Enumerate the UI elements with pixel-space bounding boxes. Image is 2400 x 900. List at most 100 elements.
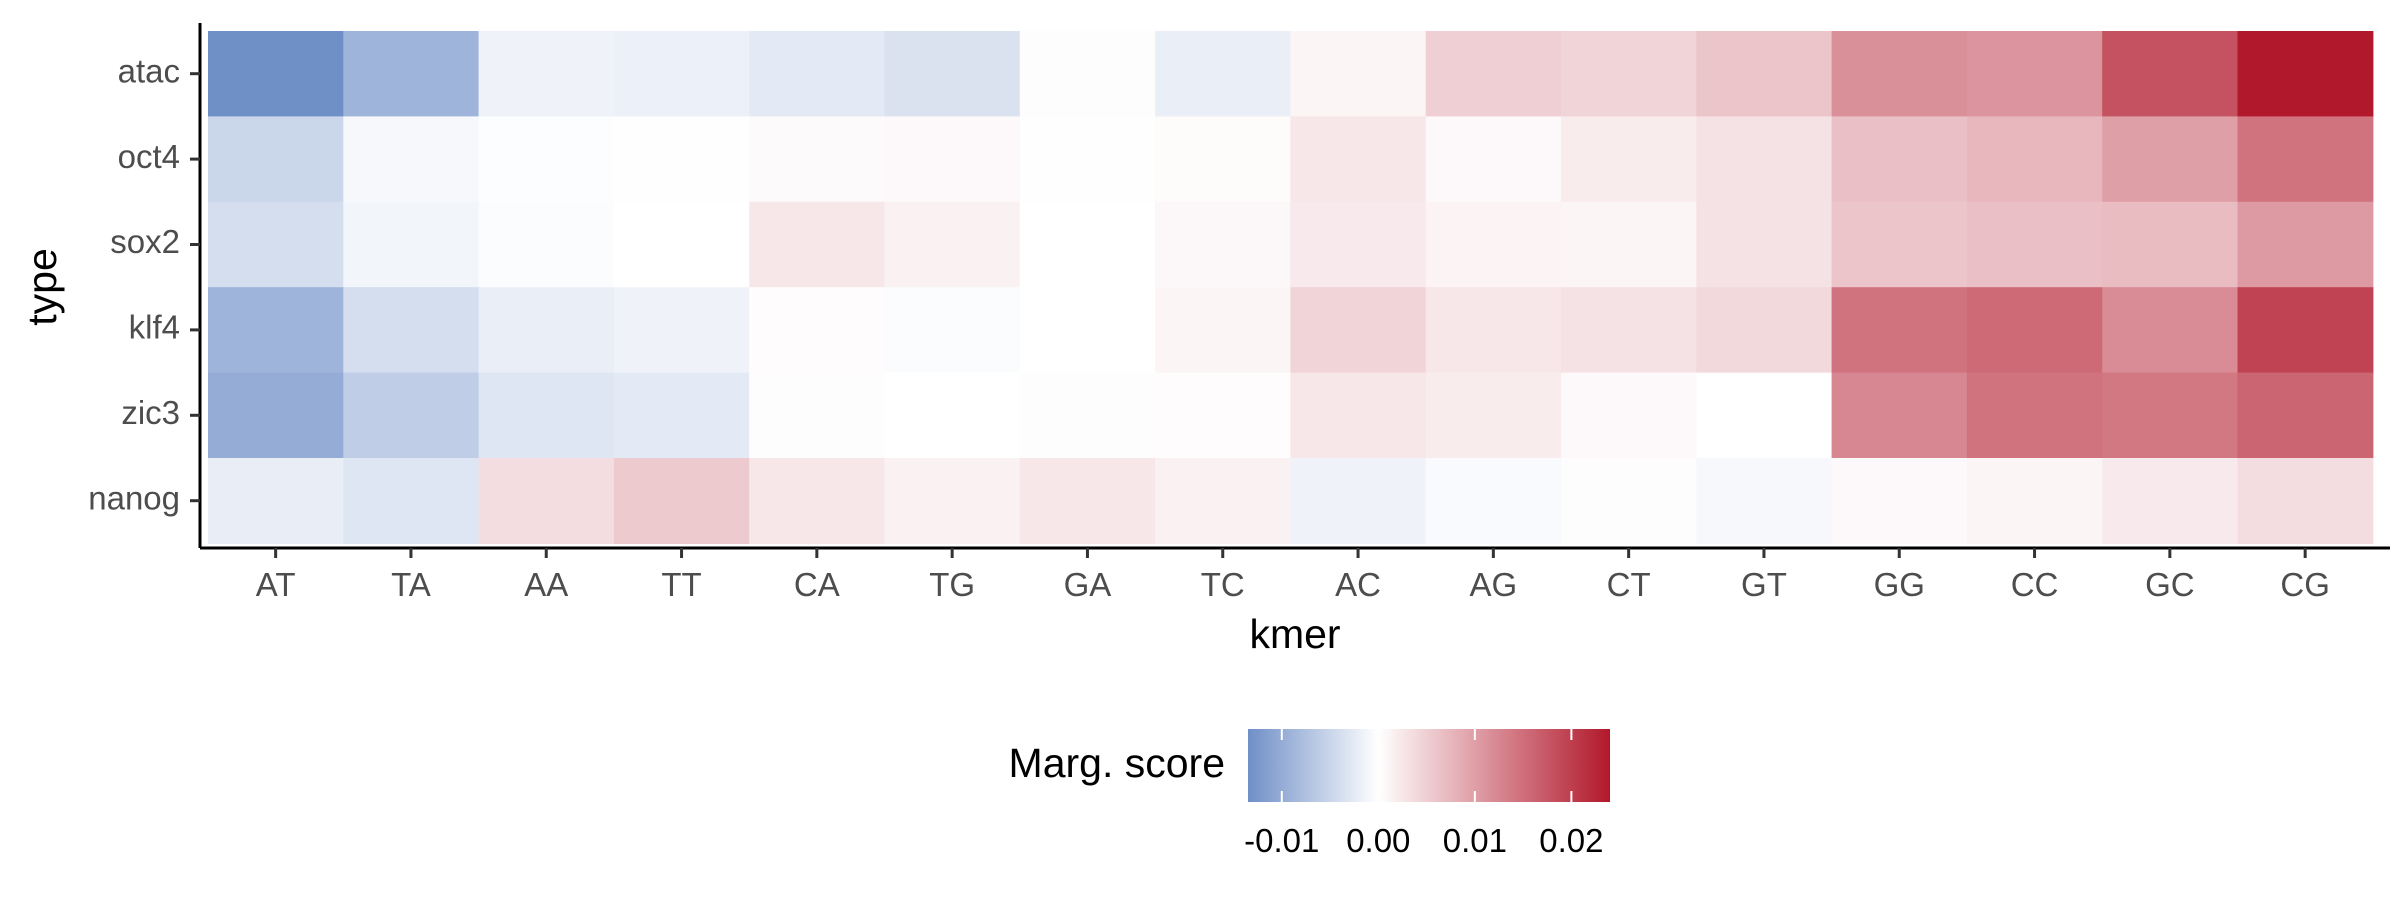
heatmap-cell-sox2-AA <box>478 201 615 288</box>
heatmap-cell-oct4-GA <box>1019 116 1156 203</box>
heatmap-cell-oct4-AT <box>208 116 344 203</box>
x-axis-title: kmer <box>1249 611 1340 657</box>
heatmap-cell-atac-TA <box>343 31 480 117</box>
heatmap-cell-klf4-GC <box>2102 287 2239 374</box>
heatmap-cell-sox2-CC <box>1966 201 2103 288</box>
x-tick-label-AG: AG <box>1470 566 1518 603</box>
heatmap-cell-oct4-CT <box>1561 116 1697 203</box>
heatmap-cell-atac-CC <box>1966 31 2103 117</box>
heatmap-cell-atac-GG <box>1831 31 1968 117</box>
heatmap-cell-oct4-CG <box>2237 116 2374 203</box>
heatmap-cell-zic3-GC <box>2102 372 2239 459</box>
heatmap-cell-nanog-TA <box>343 458 480 544</box>
y-tick-label-zic3: zic3 <box>121 394 180 431</box>
heatmap-cell-zic3-GT <box>1696 372 1833 459</box>
y-ticks: atac oct4 sox2 klf4 zic3 nanog <box>88 52 200 516</box>
heatmap-cell-atac-AA <box>478 31 615 117</box>
heatmap-cell-nanog-TG <box>884 458 1021 544</box>
x-tick-label-CT: CT <box>1607 566 1651 603</box>
heatmap-cell-sox2-TC <box>1155 201 1291 288</box>
legend-tick-label: 0.01 <box>1443 822 1507 859</box>
color-legend: Marg. score -0.01 0.00 0.01 0.02 <box>1009 729 1610 859</box>
heatmap-cell-atac-AC <box>1290 31 1427 117</box>
x-tick-label-GC: GC <box>2145 566 2195 603</box>
heatmap-cell-sox2-GC <box>2102 201 2239 288</box>
heatmap-cell-sox2-CA <box>749 201 886 288</box>
heatmap-cell-oct4-GC <box>2102 116 2239 203</box>
legend-tick-label: -0.01 <box>1244 822 1319 859</box>
heatmap-cell-oct4-TC <box>1155 116 1291 203</box>
x-tick-label-CA: CA <box>794 566 840 603</box>
heatmap-cell-zic3-TG <box>884 372 1021 459</box>
heatmap-cell-nanog-AC <box>1290 458 1427 544</box>
heatmap-cell-klf4-AC <box>1290 287 1427 374</box>
heatmap-cell-zic3-CG <box>2237 372 2374 459</box>
heatmap-cell-zic3-GG <box>1831 372 1968 459</box>
heatmap-cells <box>208 31 2374 544</box>
heatmap-cell-klf4-AG <box>1425 287 1562 374</box>
heatmap-cell-sox2-TG <box>884 201 1021 288</box>
heatmap-cell-oct4-CC <box>1966 116 2103 203</box>
heatmap-cell-nanog-CA <box>749 458 886 544</box>
heatmap-cell-sox2-TT <box>613 201 750 288</box>
heatmap-cell-nanog-TT <box>613 458 750 544</box>
heatmap-cell-klf4-CG <box>2237 287 2374 374</box>
heatmap-cell-oct4-TA <box>343 116 480 203</box>
heatmap-cell-nanog-AT <box>208 458 344 544</box>
heatmap-cell-oct4-TT <box>613 116 750 203</box>
heatmap-cell-atac-GC <box>2102 31 2239 117</box>
x-tick-label-AC: AC <box>1335 566 1381 603</box>
heatmap-cell-zic3-AA <box>478 372 615 459</box>
x-tick-label-TA: TA <box>391 566 431 603</box>
heatmap-cell-atac-CA <box>749 31 886 117</box>
x-tick-label-TT: TT <box>661 566 701 603</box>
y-tick-label-sox2: sox2 <box>110 223 180 260</box>
heatmap-cell-atac-AG <box>1425 31 1562 117</box>
heatmap-cell-nanog-CG <box>2237 458 2374 544</box>
heatmap-cell-klf4-GT <box>1696 287 1833 374</box>
heatmap-cell-atac-GT <box>1696 31 1833 117</box>
heatmap-cell-nanog-AG <box>1425 458 1562 544</box>
heatmap-cell-zic3-AG <box>1425 372 1562 459</box>
heatmap-cell-zic3-AT <box>208 372 344 459</box>
legend-color-bar <box>1248 729 1610 802</box>
legend-title: Marg. score <box>1009 740 1225 786</box>
x-tick-label-GG: GG <box>1874 566 1925 603</box>
y-tick-label-oct4: oct4 <box>118 138 180 175</box>
heatmap-cell-atac-TG <box>884 31 1021 117</box>
y-tick-label-nanog: nanog <box>88 479 180 516</box>
heatmap-cell-klf4-TT <box>613 287 750 374</box>
heatmap-cell-sox2-GT <box>1696 201 1833 288</box>
heatmap-cell-nanog-GG <box>1831 458 1968 544</box>
y-tick-label-atac: atac <box>118 52 180 89</box>
heatmap-cell-oct4-CA <box>749 116 886 203</box>
heatmap-cell-sox2-CT <box>1561 201 1697 288</box>
heatmap-cell-sox2-TA <box>343 201 480 288</box>
heatmap-cell-atac-TT <box>613 31 750 117</box>
heatmap-cell-nanog-AA <box>478 458 615 544</box>
heatmap-cell-oct4-AC <box>1290 116 1427 203</box>
y-tick-label-klf4: klf4 <box>129 309 180 346</box>
heatmap-cell-oct4-GG <box>1831 116 1968 203</box>
heatmap-cell-oct4-TG <box>884 116 1021 203</box>
heatmap-cell-nanog-GC <box>2102 458 2239 544</box>
x-tick-label-AT: AT <box>256 566 296 603</box>
heatmap-cell-nanog-GA <box>1019 458 1156 544</box>
heatmap-cell-sox2-GA <box>1019 201 1156 288</box>
heatmap-cell-oct4-AA <box>478 116 615 203</box>
x-tick-label-AA: AA <box>524 566 568 603</box>
heatmap-cell-atac-TC <box>1155 31 1291 117</box>
x-ticks: AT TA AA TT CA TG GA TC AC AG CT GT GG CC GC CG <box>256 548 2330 603</box>
y-axis-title: type <box>19 248 65 326</box>
heatmap-cell-klf4-CT <box>1561 287 1697 374</box>
heatmap-cell-klf4-TA <box>343 287 480 374</box>
heatmap-cell-sox2-AG <box>1425 201 1562 288</box>
heatmap-cell-zic3-CT <box>1561 372 1697 459</box>
heatmap-cell-klf4-CC <box>1966 287 2103 374</box>
legend-tick-label: 0.00 <box>1346 822 1410 859</box>
heatmap-cell-oct4-GT <box>1696 116 1833 203</box>
heatmap-cell-oct4-AG <box>1425 116 1562 203</box>
legend-ticks: -0.01 0.00 0.01 0.02 <box>1244 729 1604 859</box>
heatmap-cell-atac-GA <box>1019 31 1156 117</box>
